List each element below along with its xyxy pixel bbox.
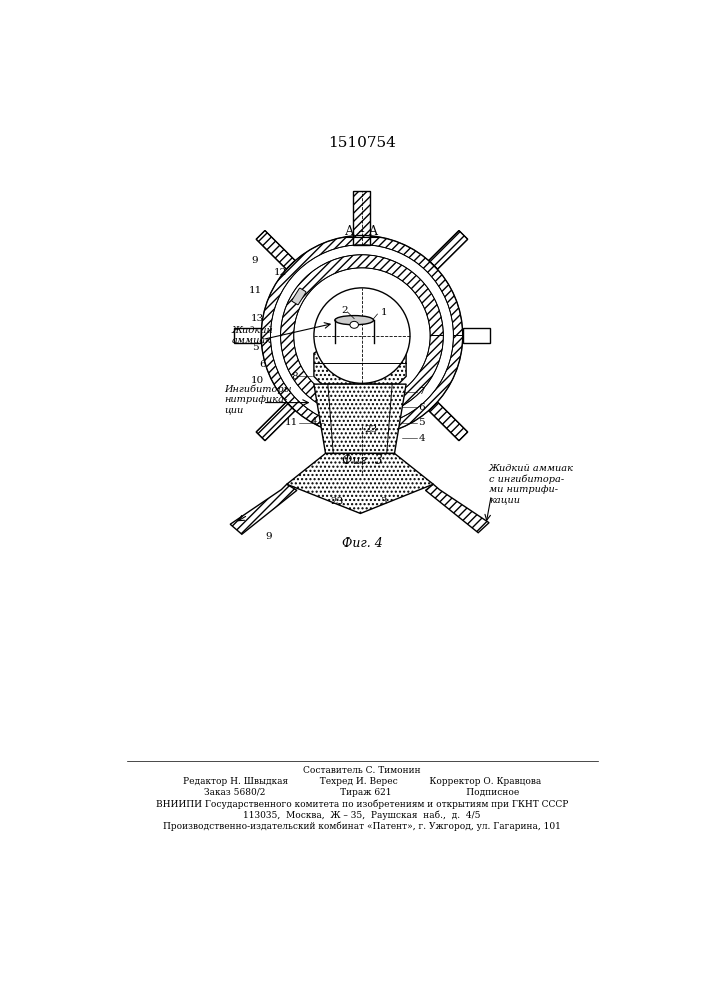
Text: 4: 4 [419,434,425,443]
Polygon shape [429,231,468,269]
Text: 12: 12 [274,268,287,277]
FancyBboxPatch shape [292,288,306,305]
Polygon shape [426,484,489,533]
Text: 5: 5 [419,418,425,427]
Text: Составитель С. Тимонин: Составитель С. Тимонин [303,766,421,775]
Polygon shape [354,426,370,473]
Text: Ингибиторы
нитрифика-
ции: Ингибиторы нитрифика- ции [224,384,291,415]
Text: 4: 4 [310,417,317,426]
Text: 1: 1 [380,308,387,317]
Text: Жидкий аммиак
с ингибитора-
ми нитрифи-
кации: Жидкий аммиак с ингибитора- ми нитрифи- … [489,464,574,505]
Text: 2: 2 [341,306,349,315]
Polygon shape [354,191,370,245]
Text: 5: 5 [252,343,258,352]
Text: Фиг. 3: Фиг. 3 [341,454,382,467]
Polygon shape [256,231,295,269]
Text: Жидкий
аммиак: Жидкий аммиак [232,326,274,345]
Text: 8: 8 [291,372,298,381]
Text: 23: 23 [365,425,378,434]
Text: А – А: А – А [345,225,378,238]
Polygon shape [314,384,406,453]
Text: Редактор Н. Швыдкая           Техред И. Верес           Корректор О. Кравцова: Редактор Н. Швыдкая Техред И. Верес Корр… [183,777,541,786]
Polygon shape [230,484,297,534]
Text: 7: 7 [419,387,425,396]
Text: 10: 10 [251,376,264,385]
Text: 6: 6 [419,403,425,412]
Text: 3: 3 [380,497,387,506]
Polygon shape [261,236,462,436]
Ellipse shape [335,316,373,325]
Text: Фиг. 4: Фиг. 4 [341,537,382,550]
Text: 9: 9 [266,532,272,541]
Text: 13: 13 [251,314,264,323]
Polygon shape [429,402,468,441]
Ellipse shape [350,321,358,328]
Text: 23: 23 [331,497,344,506]
Polygon shape [462,328,490,343]
Text: Производственно-издательский комбинат «Патент», г. Ужгород, ул. Гагарина, 101: Производственно-издательский комбинат «П… [163,821,561,831]
Circle shape [314,288,410,383]
Text: 1510754: 1510754 [328,136,396,150]
Polygon shape [234,328,261,343]
Polygon shape [287,453,433,513]
Text: 11: 11 [284,418,298,427]
Polygon shape [314,346,406,384]
Polygon shape [281,255,443,416]
Text: 11: 11 [248,286,262,295]
Text: Заказ 5680/2                          Тираж 621                          Подписн: Заказ 5680/2 Тираж 621 Подписн [204,788,520,797]
Polygon shape [256,402,295,441]
Text: 113035,  Москва,  Ж – 35,  Раушская  наб.,  д.  4/5: 113035, Москва, Ж – 35, Раушская наб., д… [243,811,481,820]
Text: 6: 6 [259,360,266,369]
Text: 9: 9 [252,256,258,265]
Text: ВНИИПИ Государственного комитета по изобретениям и открытиям при ГКНТ СССР: ВНИИПИ Государственного комитета по изоб… [156,800,568,809]
